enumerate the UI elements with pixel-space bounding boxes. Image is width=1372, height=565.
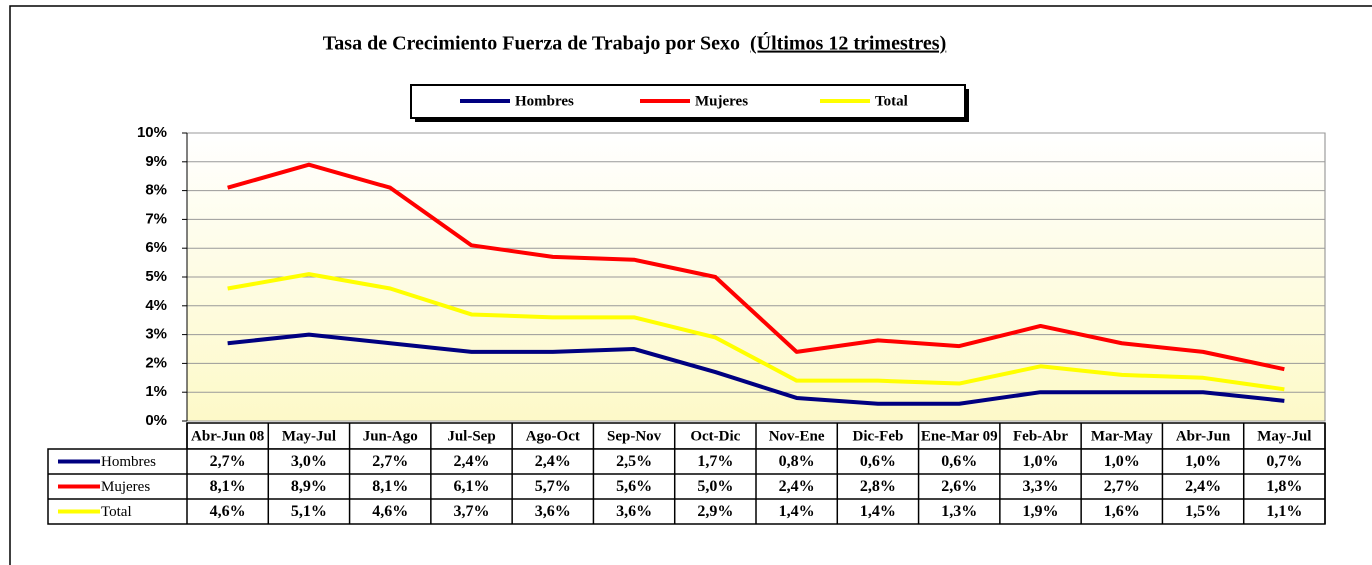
table-value: 5,7% xyxy=(535,478,571,495)
category-cell: Nov-Ene xyxy=(769,428,825,444)
x-tick-label: Ene-Mar 09 xyxy=(921,428,998,444)
table-value: 8,1% xyxy=(372,478,408,495)
table-value: 1,4% xyxy=(860,503,896,520)
table-value: 3,6% xyxy=(616,503,652,520)
chart-title: Tasa de Crecimiento Fuerza de Trabajo po… xyxy=(323,33,740,55)
table-value: 1,5% xyxy=(1185,503,1221,520)
table-value: 1,0% xyxy=(1104,453,1140,470)
x-tick-label: Jul-Sep xyxy=(447,428,495,444)
table-value: 1,3% xyxy=(941,503,977,520)
table-value: 1,0% xyxy=(1023,453,1059,470)
y-tick-label: 2% xyxy=(145,354,167,371)
table-value: 0,6% xyxy=(860,453,896,470)
category-cell: Abr-Jun 08 xyxy=(191,428,264,444)
y-tick-label: 3% xyxy=(145,326,167,343)
chart-subtitle: (Últimos 12 trimestres) xyxy=(750,31,946,55)
table-value: 4,6% xyxy=(372,503,408,520)
table-value: 0,8% xyxy=(779,453,815,470)
table-value: 2,6% xyxy=(941,478,977,495)
y-tick-label: 6% xyxy=(145,239,167,256)
y-tick-label: 9% xyxy=(145,153,167,170)
category-cell: Oct-Dic xyxy=(690,428,740,444)
table-value: 5,0% xyxy=(697,478,733,495)
category-cell: Ago-Oct xyxy=(526,428,580,444)
table-value: 1,7% xyxy=(697,453,733,470)
x-tick-label: Abr-Jun 08 xyxy=(191,428,264,444)
category-cell: Mar-May xyxy=(1091,428,1153,444)
series-line xyxy=(227,162,1285,372)
x-tick-label: Mar-May xyxy=(1091,428,1153,444)
x-tick-label: Dic-Feb xyxy=(853,428,904,444)
table-value: 2,4% xyxy=(1185,478,1221,495)
table-value: 5,1% xyxy=(291,503,327,520)
table-value: 2,7% xyxy=(1104,478,1140,495)
table-value: 2,7% xyxy=(210,453,246,470)
table-value: 2,7% xyxy=(372,453,408,470)
x-tick-label: Feb-Abr xyxy=(1013,428,1068,444)
category-cell: Dic-Feb xyxy=(853,428,904,444)
table-value: 1,6% xyxy=(1104,503,1140,520)
y-tick-label: 4% xyxy=(145,297,167,314)
category-cell: May-Jul xyxy=(282,428,336,444)
table-value: 3,0% xyxy=(291,453,327,470)
x-tick-label: Nov-Ene xyxy=(769,428,825,444)
table-value: 1,4% xyxy=(779,503,815,520)
table-series-label: Total xyxy=(101,504,132,520)
table-value: 5,6% xyxy=(616,478,652,495)
x-tick-label: Oct-Dic xyxy=(690,428,740,444)
table-value: 3,7% xyxy=(454,503,490,520)
x-tick-label: Abr-Jun xyxy=(1176,428,1231,444)
table-border xyxy=(47,448,1326,525)
table-value: 1,0% xyxy=(1185,453,1221,470)
table-series-label: Hombres xyxy=(101,454,156,470)
table-value: 0,7% xyxy=(1266,453,1302,470)
series-line xyxy=(227,332,1285,406)
table-value: 2,4% xyxy=(779,478,815,495)
table-value: 6,1% xyxy=(454,478,490,495)
x-tick-label: May-Jul xyxy=(1257,428,1311,444)
table-value: 2,5% xyxy=(616,453,652,470)
y-tick-label: 10% xyxy=(137,124,167,141)
table-value: 8,9% xyxy=(291,478,327,495)
series-line xyxy=(227,272,1285,392)
frame xyxy=(9,5,1372,565)
x-tick-label: Sep-Nov xyxy=(607,428,662,444)
legend-label: Hombres xyxy=(515,93,574,109)
y-tick-label: 5% xyxy=(145,268,167,285)
table-value: 3,6% xyxy=(535,503,571,520)
table-value: 8,1% xyxy=(210,478,246,495)
y-tick-label: 7% xyxy=(145,210,167,227)
category-cell: Jun-Ago xyxy=(363,428,418,444)
table-value: 1,1% xyxy=(1266,503,1302,520)
category-cell: Ene-Mar 09 xyxy=(921,428,998,444)
legend-label: Total xyxy=(875,93,908,109)
y-tick-label: 0% xyxy=(145,412,167,429)
y-tick-label: 8% xyxy=(145,182,167,199)
table-value: 2,8% xyxy=(860,478,896,495)
table-value: 2,4% xyxy=(535,453,571,470)
y-tick-label: 1% xyxy=(145,383,167,400)
table-series-label: Mujeres xyxy=(101,479,150,495)
category-cell: Feb-Abr xyxy=(1013,428,1068,444)
category-cell: Sep-Nov xyxy=(607,428,662,444)
table-value: 0,6% xyxy=(941,453,977,470)
table-value: 1,8% xyxy=(1266,478,1302,495)
table-value: 1,9% xyxy=(1023,503,1059,520)
table-value: 4,6% xyxy=(210,503,246,520)
category-cell: May-Jul xyxy=(1257,428,1311,444)
table-value: 3,3% xyxy=(1023,478,1059,495)
category-cell: Abr-Jun xyxy=(1176,428,1231,444)
x-tick-label: Jun-Ago xyxy=(363,428,418,444)
category-cell: Jul-Sep xyxy=(447,428,495,444)
table-value: 2,9% xyxy=(697,503,733,520)
legend-label: Mujeres xyxy=(695,93,748,109)
table-value: 2,4% xyxy=(454,453,490,470)
x-tick-label: May-Jul xyxy=(282,428,336,444)
x-tick-label: Ago-Oct xyxy=(526,428,580,444)
